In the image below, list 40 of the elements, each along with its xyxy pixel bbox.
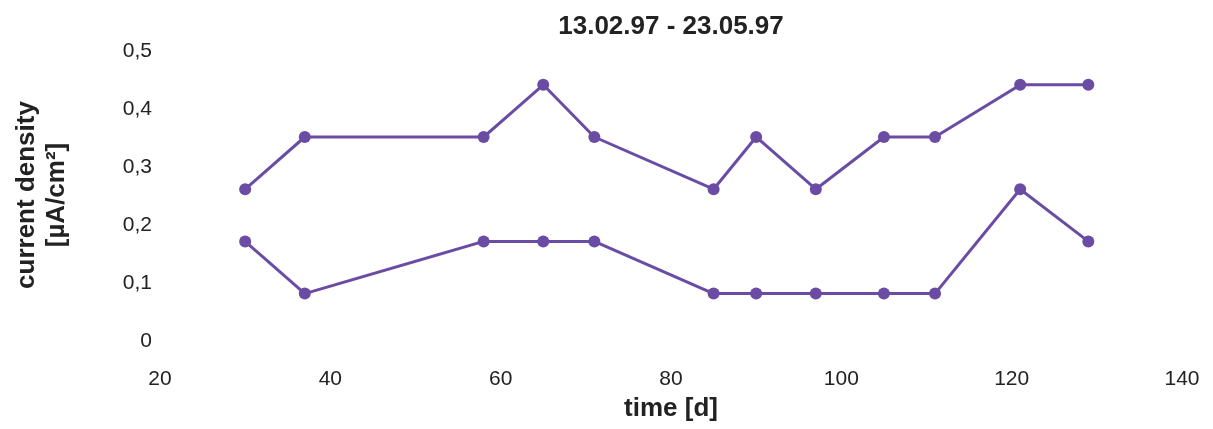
point bbox=[588, 235, 601, 248]
point bbox=[929, 287, 942, 300]
x-tick-label: 80 bbox=[659, 365, 683, 389]
point bbox=[239, 183, 252, 196]
x-tick-label: 140 bbox=[1164, 365, 1200, 389]
point bbox=[239, 235, 252, 248]
x-tick-label: 100 bbox=[823, 365, 859, 389]
point bbox=[1014, 78, 1027, 91]
point bbox=[477, 235, 490, 248]
point bbox=[877, 131, 890, 143]
y-tick-label: 0,4 bbox=[122, 96, 153, 120]
point bbox=[537, 235, 550, 248]
point bbox=[298, 287, 311, 300]
point bbox=[537, 78, 550, 91]
x-tick-label: 120 bbox=[994, 365, 1030, 389]
x-tick-label: 60 bbox=[488, 365, 513, 389]
point bbox=[877, 287, 890, 300]
point bbox=[1082, 235, 1095, 248]
point bbox=[929, 131, 942, 143]
point bbox=[588, 131, 601, 143]
x-tick-label: 40 bbox=[318, 365, 343, 389]
point bbox=[298, 131, 311, 143]
point bbox=[750, 287, 763, 300]
y-axis-title: current density [µA/cm²] bbox=[10, 101, 70, 289]
point bbox=[1014, 183, 1027, 196]
point bbox=[1082, 78, 1095, 91]
y-tick-label: 0,3 bbox=[122, 154, 152, 178]
point bbox=[477, 131, 490, 143]
x-tick-label: 20 bbox=[148, 365, 172, 389]
y-tick-label: 0,5 bbox=[122, 38, 152, 62]
point bbox=[809, 287, 822, 300]
point bbox=[750, 131, 763, 143]
y-tick-label: 0 bbox=[140, 328, 152, 352]
x-axis-title: time [d] bbox=[623, 392, 719, 423]
point bbox=[809, 183, 822, 196]
point bbox=[707, 287, 720, 300]
point bbox=[707, 183, 720, 196]
y-tick-label: 0,1 bbox=[122, 270, 152, 294]
y-tick-label: 0,2 bbox=[122, 212, 152, 236]
chart-title: 13.02.97 - 23.05.97 bbox=[557, 10, 785, 41]
